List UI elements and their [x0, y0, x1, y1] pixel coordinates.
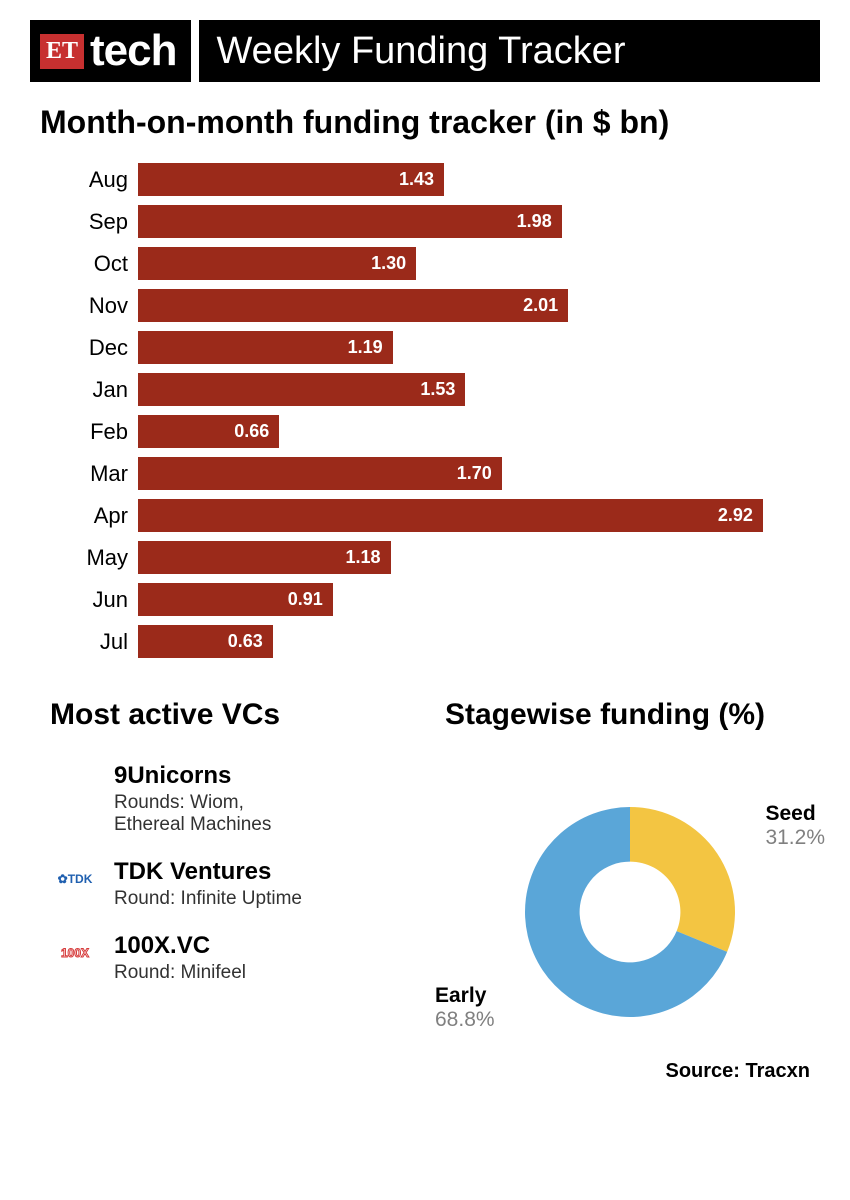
bar-category-label: Dec — [80, 335, 138, 361]
vc-item: 100X 100X.VCRound: Minifeel — [50, 932, 425, 984]
vc-logo-icon: 100X — [50, 936, 100, 970]
donut-slice-name: Early — [435, 984, 495, 1008]
vc-name: 9Unicorns — [114, 762, 271, 790]
vc-rounds: Round: Minifeel — [114, 962, 246, 984]
bar-row: Dec1.19 — [80, 331, 780, 364]
bar-row: Jan1.53 — [80, 373, 780, 406]
vc-name: TDK Ventures — [114, 858, 302, 886]
bar-track: 1.30 — [138, 247, 780, 280]
bar-row: Feb0.66 — [80, 415, 780, 448]
bar: 0.91 — [138, 583, 333, 616]
brand-logo: ET tech — [30, 20, 191, 82]
vc-logo-icon: ✿TDK — [50, 862, 100, 896]
bar-row: Jun0.91 — [80, 583, 780, 616]
bar-track: 0.63 — [138, 625, 780, 658]
donut-slice-percent: 68.8% — [435, 1008, 495, 1032]
page-title: Weekly Funding Tracker — [199, 20, 821, 82]
lower-section: Most active VCs 9UnicornsRounds: Wiom, E… — [30, 698, 820, 1083]
bar-category-label: Oct — [80, 251, 138, 277]
bar-category-label: Apr — [80, 503, 138, 529]
bar-row: Oct1.30 — [80, 247, 780, 280]
vc-text: TDK VenturesRound: Infinite Uptime — [114, 858, 302, 910]
vcs-list: 9UnicornsRounds: Wiom, Ethereal Machines… — [50, 762, 425, 984]
bar-track: 0.66 — [138, 415, 780, 448]
bar-row: Nov2.01 — [80, 289, 780, 322]
bar-track: 2.01 — [138, 289, 780, 322]
bar: 1.30 — [138, 247, 416, 280]
vc-rounds: Rounds: Wiom, Ethereal Machines — [114, 792, 271, 836]
bar-track: 1.70 — [138, 457, 780, 490]
bar-track: 0.91 — [138, 583, 780, 616]
donut-svg — [485, 782, 785, 1052]
bar: 2.01 — [138, 289, 568, 322]
bar: 0.66 — [138, 415, 279, 448]
bar-row: May1.18 — [80, 541, 780, 574]
header: ET tech Weekly Funding Tracker — [30, 20, 820, 82]
vc-logo-icon — [50, 766, 100, 800]
vc-item: 9UnicornsRounds: Wiom, Ethereal Machines — [50, 762, 425, 836]
vc-item: ✿TDK TDK VenturesRound: Infinite Uptime — [50, 858, 425, 910]
bar-category-label: Mar — [80, 461, 138, 487]
bar-row: Jul0.63 — [80, 625, 780, 658]
donut-slice-label: Early68.8% — [435, 984, 495, 1032]
vc-rounds: Round: Infinite Uptime — [114, 888, 302, 910]
bar-chart-title: Month-on-month funding tracker (in $ bn) — [40, 104, 820, 141]
bar-track: 1.18 — [138, 541, 780, 574]
bar: 1.18 — [138, 541, 391, 574]
bar-category-label: Nov — [80, 293, 138, 319]
active-vcs-column: Most active VCs 9UnicornsRounds: Wiom, E… — [30, 698, 425, 1083]
bar-category-label: May — [80, 545, 138, 571]
bar-track: 1.53 — [138, 373, 780, 406]
bar: 1.19 — [138, 331, 393, 364]
bar-row: Aug1.43 — [80, 163, 780, 196]
bar-category-label: Jun — [80, 587, 138, 613]
bar: 0.63 — [138, 625, 273, 658]
vcs-title: Most active VCs — [50, 698, 425, 732]
pie-title: Stagewise funding (%) — [445, 698, 820, 732]
donut-slice-name: Seed — [765, 802, 825, 826]
bar-track: 1.19 — [138, 331, 780, 364]
vc-name: 100X.VC — [114, 932, 246, 960]
bar: 1.70 — [138, 457, 502, 490]
bar-category-label: Jul — [80, 629, 138, 655]
bar-category-label: Aug — [80, 167, 138, 193]
bar: 1.43 — [138, 163, 444, 196]
donut-slice-percent: 31.2% — [765, 826, 825, 850]
bar-track: 2.92 — [138, 499, 780, 532]
stagewise-column: Stagewise funding (%) Seed31.2%Early68.8… — [445, 698, 820, 1083]
bar-row: Apr2.92 — [80, 499, 780, 532]
stagewise-donut-chart: Seed31.2%Early68.8% — [445, 762, 785, 1042]
bar-track: 1.98 — [138, 205, 780, 238]
bar-category-label: Jan — [80, 377, 138, 403]
bar-row: Mar1.70 — [80, 457, 780, 490]
bar-track: 1.43 — [138, 163, 780, 196]
vc-text: 9UnicornsRounds: Wiom, Ethereal Machines — [114, 762, 271, 836]
bar: 1.53 — [138, 373, 465, 406]
bar: 2.92 — [138, 499, 763, 532]
bar-row: Sep1.98 — [80, 205, 780, 238]
logo-et-badge: ET — [40, 34, 84, 69]
bar-category-label: Feb — [80, 419, 138, 445]
bar-category-label: Sep — [80, 209, 138, 235]
donut-slice-label: Seed31.2% — [765, 802, 825, 850]
funding-bar-chart: Aug1.43Sep1.98Oct1.30Nov2.01Dec1.19Jan1.… — [30, 163, 820, 658]
donut-slice — [630, 807, 735, 952]
source-attribution: Source: Tracxn — [445, 1060, 820, 1083]
vc-text: 100X.VCRound: Minifeel — [114, 932, 246, 984]
logo-tech-text: tech — [90, 26, 176, 76]
bar: 1.98 — [138, 205, 562, 238]
